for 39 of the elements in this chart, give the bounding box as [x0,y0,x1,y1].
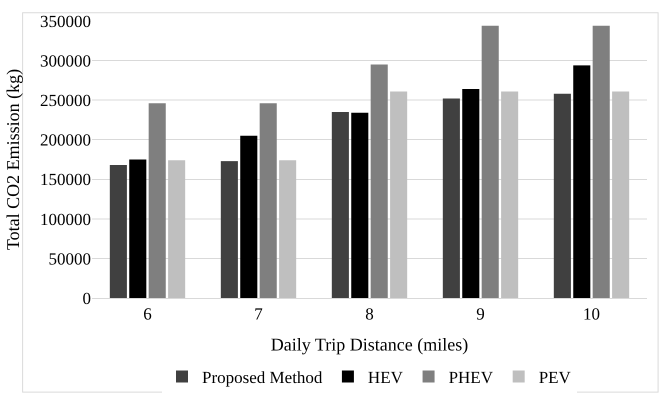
bar [240,136,258,298]
y-tick-label: 50000 [48,249,91,268]
bar [390,91,408,298]
x-axis-title: Daily Trip Distance (miles) [270,334,468,354]
legend-label: PEV [538,368,572,388]
bar [501,91,518,298]
bar [554,94,571,298]
bar [148,103,166,298]
bar [332,112,349,298]
x-tick-label: 10 [583,304,600,324]
bar [573,65,590,298]
bar [482,26,499,298]
legend-label: PHEV [448,368,494,388]
y-tick-label: 100000 [40,210,91,229]
y-tick-label: 250000 [40,91,91,110]
x-tick-label: 7 [254,304,264,324]
bar [370,64,388,298]
legend-label: Proposed Method [202,368,323,388]
y-tick-label: 0 [82,288,91,308]
y-tick-label: 300000 [40,52,91,71]
bar [351,112,368,298]
bar [612,91,630,298]
bar [110,165,127,298]
y-axis-title: Total CO2 Emission (kg) [3,68,24,250]
legend-label: HEV [368,368,404,388]
bar [220,161,238,298]
x-tick-label: 6 [143,304,152,324]
y-tick-label: 350000 [40,12,91,31]
bar [592,26,610,298]
bar [462,89,480,298]
y-tick-label: 150000 [40,170,91,190]
bar [279,160,296,298]
x-tick-label: 8 [365,304,374,324]
bar [168,160,186,298]
bar [129,160,146,298]
y-tick-label: 200000 [40,130,91,150]
bar [260,103,277,298]
bar [442,98,460,298]
x-tick-label: 9 [476,304,485,324]
